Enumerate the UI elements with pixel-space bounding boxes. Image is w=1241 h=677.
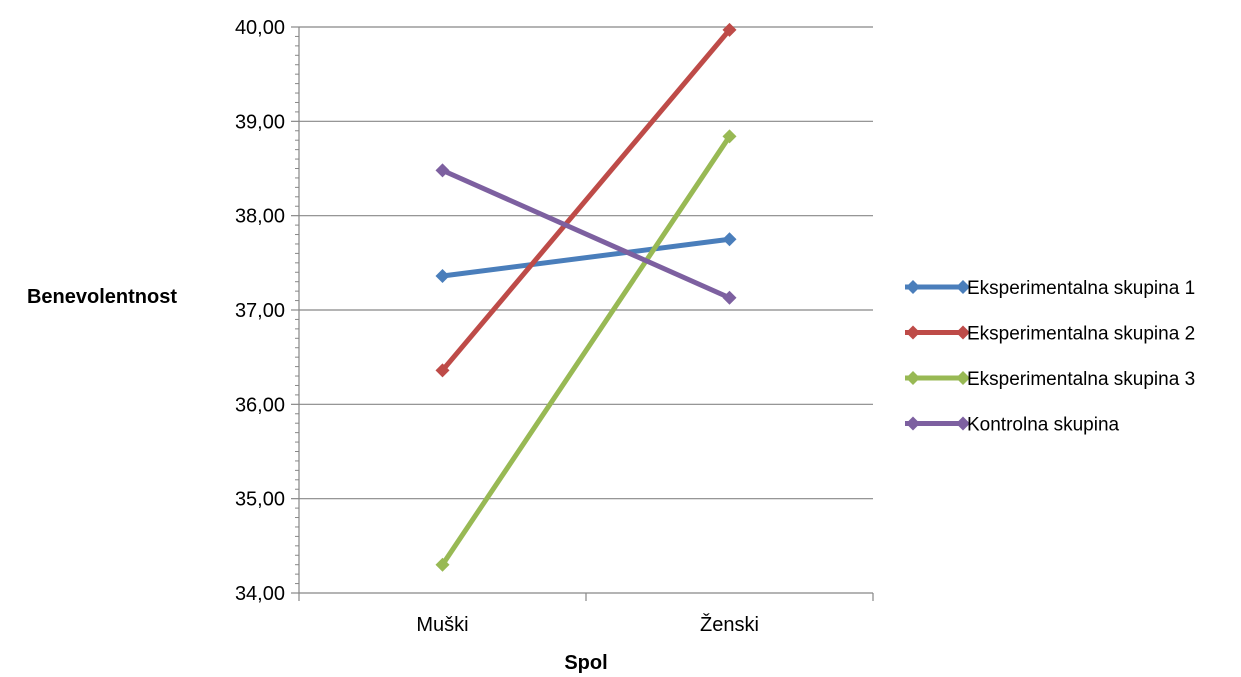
- series-line: [440, 135, 732, 567]
- series-line: [441, 168, 731, 301]
- series-2: [435, 22, 737, 378]
- x-tick-label: Ženski: [700, 613, 759, 636]
- legend-marker: [956, 371, 970, 385]
- legend-marker: [906, 280, 920, 294]
- legend-label: Eksperimentalna skupina 2: [967, 324, 1195, 345]
- y-axis-title: Benevolentnost: [27, 286, 177, 308]
- series-lines: [435, 22, 737, 572]
- legend-item: Eksperimentalna skupina 3: [905, 369, 1195, 390]
- legend-label: Kontrolna skupina: [967, 415, 1120, 436]
- y-tick-label: 40,00: [235, 17, 285, 39]
- legend-item: Eksperimentalna skupina 1: [905, 278, 1195, 299]
- data-point: [722, 129, 737, 144]
- data-point: [435, 557, 450, 572]
- series-3: [435, 129, 737, 572]
- axes: [291, 26, 874, 601]
- legend-marker: [956, 280, 970, 294]
- data-point: [722, 22, 737, 37]
- legend: Eksperimentalna skupina 1 Eksperimentalna…: [905, 278, 1195, 436]
- series-4: [435, 163, 737, 305]
- legend-marker: [906, 371, 920, 385]
- legend-label: Eksperimentalna skupina 1: [967, 278, 1195, 299]
- series-line: [442, 236, 730, 279]
- data-point: [435, 163, 450, 178]
- legend-marker: [906, 416, 920, 431]
- y-tick-label: 38,00: [235, 206, 285, 228]
- x-axis-title: Spol: [564, 652, 607, 674]
- series-line: [440, 28, 732, 372]
- data-point: [435, 363, 450, 378]
- data-point: [722, 290, 737, 305]
- x-tick-label: Muški: [416, 614, 468, 636]
- gridlines: [299, 26, 873, 500]
- legend-marker: [956, 416, 970, 431]
- y-tick-label: 37,00: [235, 300, 285, 322]
- legend-marker: [906, 325, 920, 340]
- series-1: [435, 232, 737, 284]
- y-tick-label: 35,00: [235, 489, 285, 511]
- legend-label: Eksperimentalna skupina 3: [967, 369, 1195, 390]
- legend-item: Kontrolna skupina: [905, 415, 1120, 436]
- y-tick-label: 36,00: [235, 394, 285, 416]
- data-point: [435, 269, 450, 284]
- tick-labels: 34,00 35,00 36,00 37,00 38,00 39,00 40,00 Muški…: [235, 17, 759, 636]
- legend-item: Eksperimentalna skupina 2: [905, 324, 1195, 345]
- data-point: [722, 232, 737, 247]
- legend-marker: [956, 325, 970, 340]
- y-tick-label: 34,00: [235, 583, 285, 605]
- y-tick-label: 39,00: [235, 111, 285, 133]
